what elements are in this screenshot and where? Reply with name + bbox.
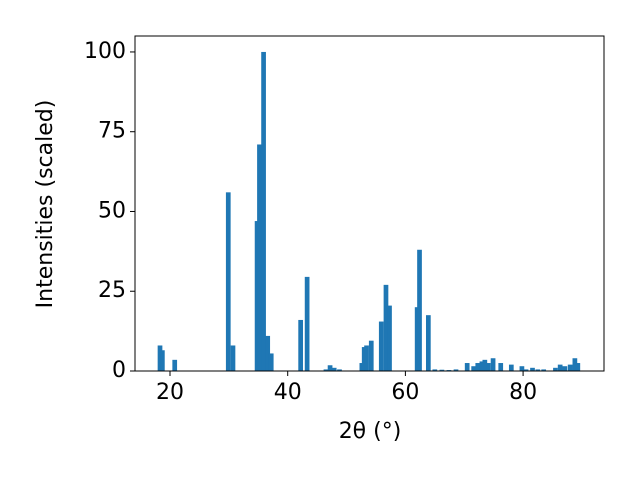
bar <box>368 340 374 371</box>
x-tick-label: 40 <box>274 380 302 405</box>
bar <box>157 345 163 371</box>
bar <box>261 51 266 371</box>
y-tick-label: 50 <box>98 198 126 223</box>
y-tick-label: 25 <box>98 278 126 303</box>
bar <box>160 350 165 371</box>
bar <box>530 367 535 371</box>
bar <box>498 363 504 371</box>
y-tick-label: 75 <box>98 119 126 144</box>
bar <box>337 369 342 371</box>
bar <box>479 361 485 371</box>
bar <box>482 359 488 371</box>
bar <box>475 363 481 371</box>
y-axis-label: Intensities (scaled) <box>33 100 58 309</box>
bar <box>490 358 496 371</box>
y-tick-label: 0 <box>112 358 126 383</box>
bar <box>535 369 541 371</box>
bar <box>172 359 178 371</box>
bar <box>268 353 274 371</box>
bar <box>387 305 392 371</box>
bar <box>417 249 422 371</box>
x-tick-label: 60 <box>391 380 419 405</box>
x-axis-label: 2θ (°) <box>339 419 402 444</box>
bar <box>432 369 438 371</box>
bar <box>265 335 271 371</box>
y-tick-label: 100 <box>84 39 126 64</box>
bar <box>541 369 547 371</box>
bar <box>519 366 525 371</box>
bar <box>567 364 573 371</box>
x-tick-label: 80 <box>509 380 537 405</box>
bar <box>327 365 333 371</box>
bar <box>508 364 514 371</box>
bar <box>523 369 529 371</box>
plot-frame <box>134 35 605 372</box>
bar <box>464 363 470 371</box>
bar <box>562 366 568 371</box>
x-tick-label: 20 <box>156 380 184 405</box>
bar <box>323 369 329 371</box>
bar <box>553 367 558 371</box>
bar <box>364 345 369 371</box>
bar <box>575 363 581 371</box>
bar <box>383 284 389 371</box>
bar <box>378 321 384 371</box>
bar <box>230 345 236 371</box>
bar <box>453 369 459 371</box>
bar <box>298 319 304 371</box>
bar <box>225 192 231 371</box>
bar <box>425 315 431 371</box>
bar <box>557 364 563 371</box>
bar <box>471 366 477 371</box>
bar <box>486 363 491 371</box>
bar <box>331 367 337 371</box>
bar <box>439 369 445 371</box>
bar <box>304 276 310 371</box>
bar <box>572 358 578 371</box>
bar <box>414 307 420 371</box>
bar <box>257 144 262 371</box>
